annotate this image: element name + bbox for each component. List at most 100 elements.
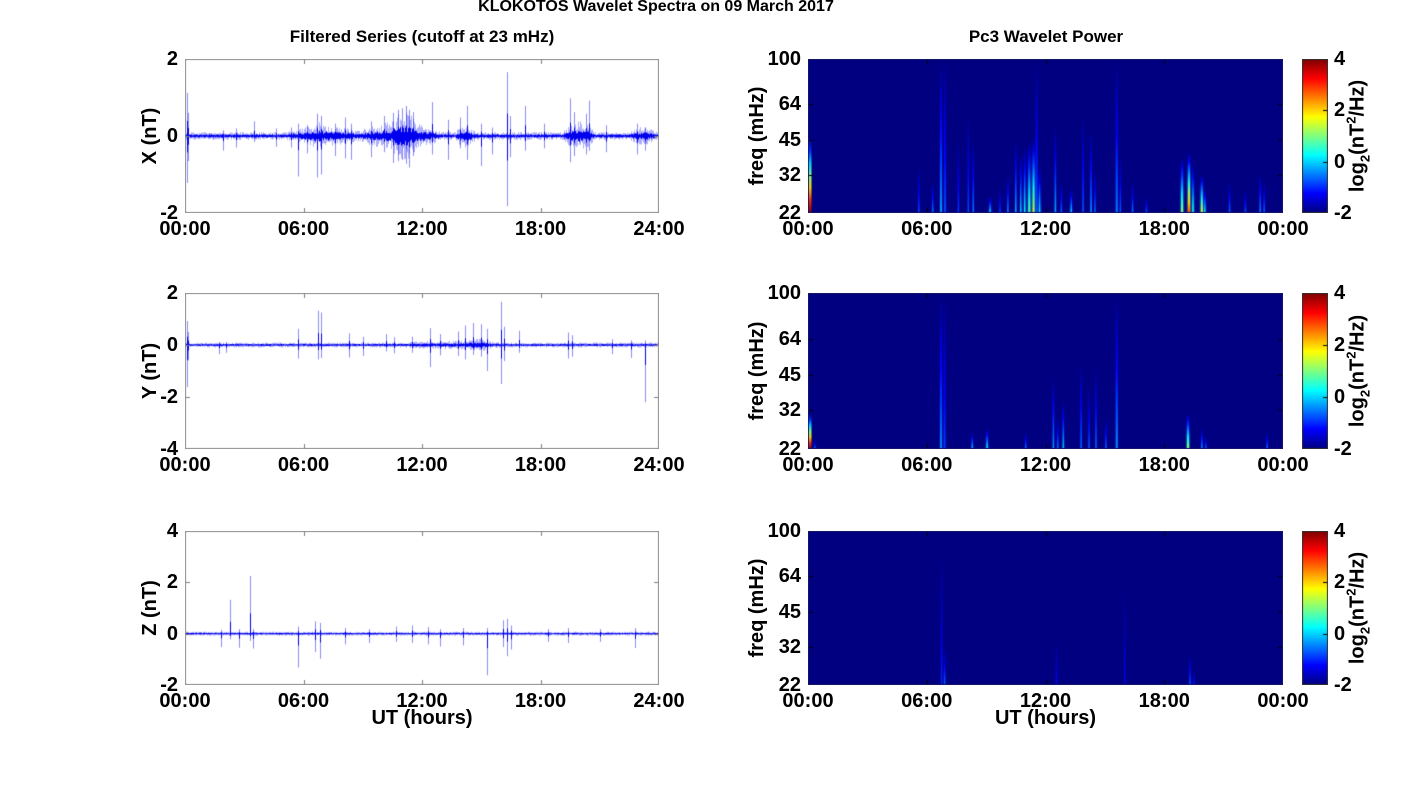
wavelet-x-ylabel: freq (mHz) [746,86,768,186]
ts-z-ylabel: Z (nT) [139,580,161,636]
wavelet-z-colorbar-tick-label: 4 [1334,520,1346,542]
wavelet-x-xtick-label: 18:00 [1138,218,1190,240]
ts-z-ytick-label: 0 [166,622,178,645]
wavelet-z-ytick-label: 45 [778,601,801,624]
left-column-title: Filtered Series (cutoff at 23 mHz) [289,27,555,46]
ts-x-xtick-label: 06:00 [277,218,330,240]
wavelet-x-canvas [808,59,1283,213]
ts-y-ylabel: Y (nT) [139,342,161,400]
ts-y-xtick-label: 06:00 [277,454,330,476]
wavelet-y-canvas [808,293,1283,449]
wavelet-z-xtick-label: 18:00 [1138,690,1190,712]
ts-z-xtick-label: 12:00 [396,690,448,712]
wavelet-z-ytick-label: 64 [778,565,801,588]
wavelet-x-ytick-label: 64 [778,93,801,116]
wavelet-y-ytick-label: 64 [778,327,801,350]
wavelet-x-colorbar-label-part: 2 [1343,116,1359,124]
wavelet-x-xtick-label: 12:00 [1019,218,1072,240]
ts-z-ytick-label: 4 [166,520,178,542]
wavelet-x-colorbar-tick-label: 2 [1334,99,1346,122]
wavelet-x-ytick-label: 100 [767,48,801,70]
wavelet-y-ytick-label: 22 [778,438,801,460]
wavelet-z-colorbar-label-part: 2 [1343,588,1359,596]
wavelet-z-colorbar-label-part: (nT [1346,595,1369,627]
wavelet-x-ytick-label: 32 [778,163,801,186]
ts-y-ytick-label: 2 [166,282,178,304]
ts-z-xlabel: UT (hours) [371,707,473,729]
wavelet-x-colorbar [1302,59,1328,213]
wavelet-y-colorbar-tick-label: 0 [1334,386,1346,408]
ts-z-canvas [185,531,659,685]
wavelet-x-xtick-label: 00:00 [1257,218,1309,240]
ts-y-canvas [185,293,659,449]
ts-z-xtick-label: 06:00 [277,690,330,712]
wavelet-z-ytick-label: 100 [767,520,801,542]
ts-x-ytick-label: 2 [166,48,178,70]
ts-x-xtick-label: 18:00 [514,218,567,240]
wavelet-z-xlabel: UT (hours) [994,707,1097,729]
wavelet-x-colorbar-tick-label: 4 [1334,48,1346,70]
wavelet-y-xtick-label: 00:00 [782,454,834,476]
wavelet-z-xtick-label: 12:00 [1019,690,1072,712]
wavelet-y-colorbar-tick-label: 2 [1334,334,1346,356]
wavelet-z-colorbar-tick-label: 0 [1334,622,1346,645]
figure-title: KLOKOTOS Wavelet Spectra on 09 March 201… [478,0,834,15]
wavelet-z-xtick-label: 06:00 [901,690,953,712]
wavelet-z-ylabel: freq (mHz) [746,558,768,658]
wavelet-y-colorbar-label-part: log [1346,397,1369,428]
wavelet-y-ytick-label: 45 [778,364,801,387]
right-column-title: Pc3 Wavelet Power [968,27,1124,46]
ts-y-xtick-label: 18:00 [514,454,567,476]
wavelet-y-colorbar-label-part: /Hz) [1346,314,1369,352]
wavelet-y-colorbar-label-part: (nT [1346,358,1369,390]
wavelet-x-xtick-label: 06:00 [901,218,953,240]
wavelet-z-xtick-label: 00:00 [782,690,834,712]
ts-x-xtick-label: 12:00 [396,218,448,240]
wavelet-y-colorbar [1302,293,1328,449]
wavelet-z-colorbar-tick-label: 2 [1334,571,1346,594]
wavelet-x-colorbar-tick-label: -2 [1334,202,1352,224]
wavelet-x-ytick-label: 22 [778,202,801,224]
wavelet-z-colorbar-label-part: 2 [1357,626,1373,635]
ts-y-ytick-label: -4 [160,438,178,460]
wavelet-z-colorbar-label: log2(nT2/Hz) [1343,551,1373,665]
wavelet-y-xtick-label: 12:00 [1019,454,1072,476]
wavelet-y-xtick-label: 06:00 [901,454,953,476]
ts-z-xtick-label: 24:00 [633,690,685,712]
wavelet-y-colorbar-label-part: 2 [1357,389,1373,398]
wavelet-z-xtick-label: 00:00 [1257,690,1309,712]
wavelet-x-colorbar-label-part: log [1346,162,1369,193]
wavelet-y-colorbar-label-part: 2 [1343,351,1359,359]
ts-y-ytick-label: -2 [160,386,178,408]
wavelet-z-colorbar [1302,531,1328,685]
ts-z-ytick-label: -2 [160,674,178,696]
wavelet-x-ytick-label: 45 [778,129,801,152]
ts-x-ylabel: X (nT) [139,107,161,165]
ts-y-xtick-label: 12:00 [396,454,448,476]
ts-x-canvas [185,59,659,213]
wavelet-x-colorbar-label: log2(nT2/Hz) [1343,79,1373,193]
ts-x-ytick-label: 0 [166,125,178,147]
wavelet-z-colorbar-tick-label: -2 [1334,674,1352,696]
wavelet-z-ytick-label: 32 [778,635,801,658]
ts-z-ytick-label: 2 [166,571,178,594]
wavelet-y-ylabel: freq (mHz) [746,321,768,421]
wavelet-y-colorbar-tick-label: -2 [1334,438,1352,460]
wavelet-z-colorbar-label-part: log [1346,634,1369,665]
ts-y-xtick-label: 24:00 [633,454,685,476]
wavelet-y-ytick-label: 100 [767,282,801,304]
wavelet-x-xtick-label: 00:00 [782,218,834,240]
ts-y-xtick-label: 00:00 [159,454,211,476]
ts-z-xtick-label: 00:00 [159,690,211,712]
wavelet-x-colorbar-tick-label: 0 [1334,150,1346,173]
ts-x-xtick-label: 00:00 [159,218,211,240]
ts-z-xtick-label: 18:00 [514,690,567,712]
wavelet-x-colorbar-label-part: /Hz) [1346,79,1369,117]
wavelet-y-colorbar-tick-label: 4 [1334,282,1346,304]
wavelet-z-canvas [808,531,1283,685]
wavelet-z-colorbar-label-part: /Hz) [1346,551,1369,589]
wavelet-x-colorbar-label-part: 2 [1357,154,1373,163]
wavelet-x-colorbar-label-part: (nT [1346,123,1369,155]
ts-x-xtick-label: 24:00 [633,218,685,240]
